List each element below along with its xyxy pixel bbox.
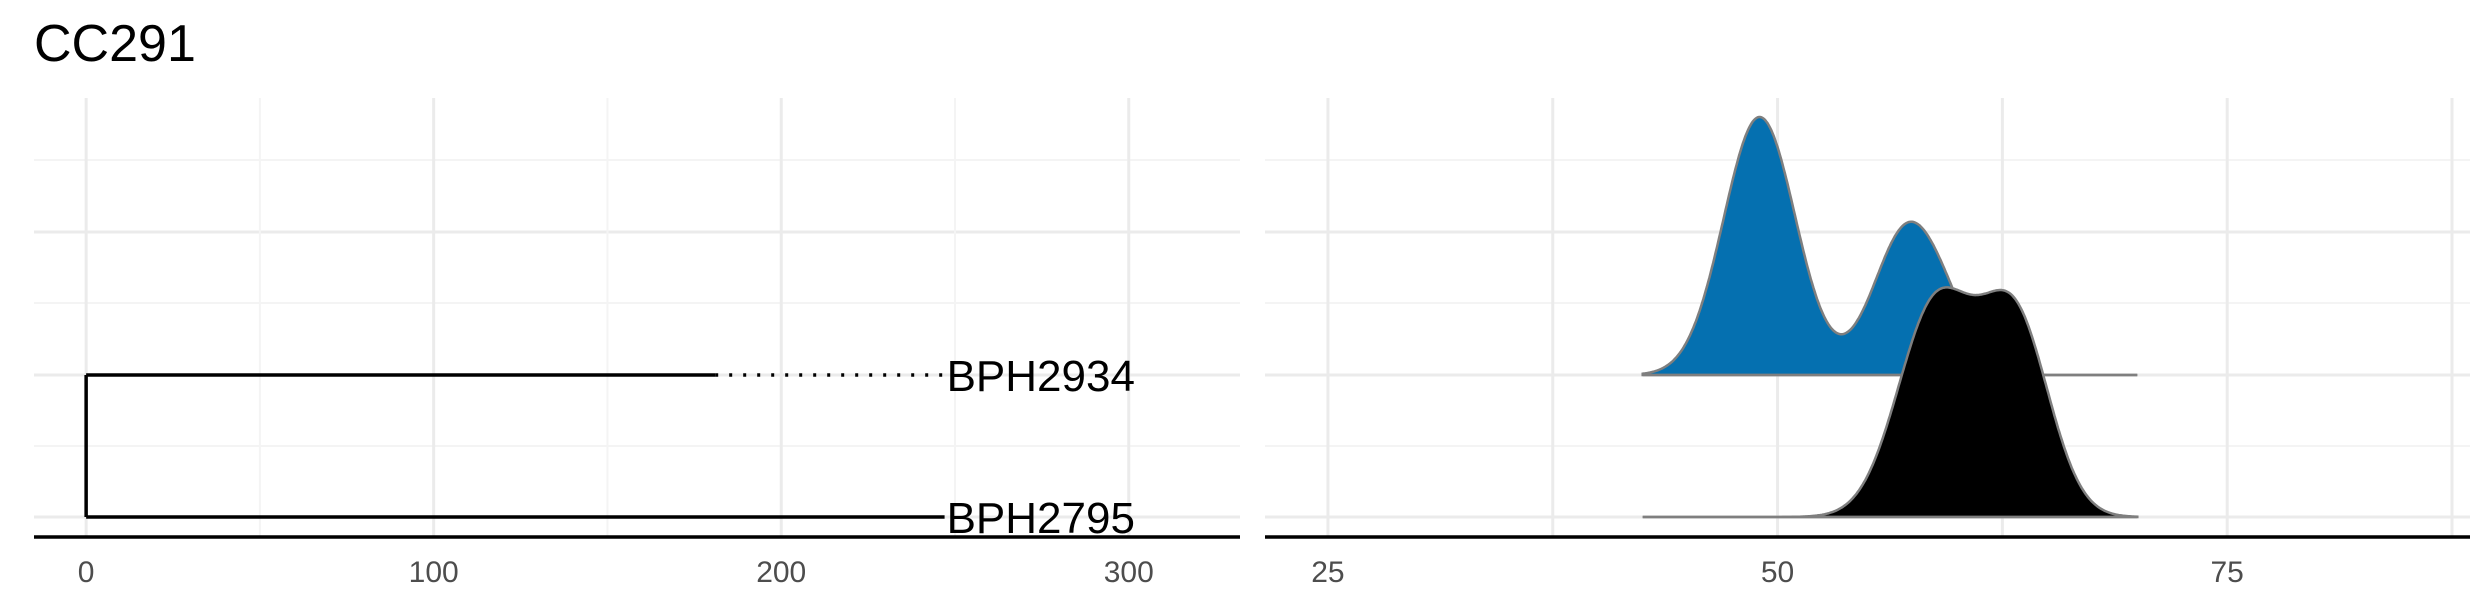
ridge-panel: 25 50 75 xyxy=(1265,98,2470,589)
ridge-x-tick-label: 25 xyxy=(1311,556,1344,589)
page-title: CC291 xyxy=(34,15,196,73)
ridge-x-tick-label: 50 xyxy=(1761,556,1794,589)
tree-branches xyxy=(84,373,945,519)
tree-panel: BPH2934 BPH2795 0 100 200 300 xyxy=(34,98,1240,589)
tree-x-tick-label: 100 xyxy=(409,556,459,589)
tree-x-tick-label: 300 xyxy=(1104,556,1154,589)
tree-tip-label: BPH2795 xyxy=(947,494,1135,543)
ridge-curves xyxy=(1641,115,2139,519)
tree-x-tick-label: 200 xyxy=(756,556,806,589)
tree-grid xyxy=(34,98,1240,537)
ridge-x-axis: 25 50 75 xyxy=(1265,535,2470,589)
ridge-x-tick-label: 75 xyxy=(2211,556,2244,589)
tree-x-tick-label: 0 xyxy=(78,556,95,589)
ridge-density-BPH2934 xyxy=(1641,115,2138,377)
tree-tip-label: BPH2934 xyxy=(947,352,1135,401)
tree-x-axis: 0 100 200 300 xyxy=(34,535,1240,589)
tree-labels: BPH2934 BPH2795 xyxy=(947,352,1135,543)
